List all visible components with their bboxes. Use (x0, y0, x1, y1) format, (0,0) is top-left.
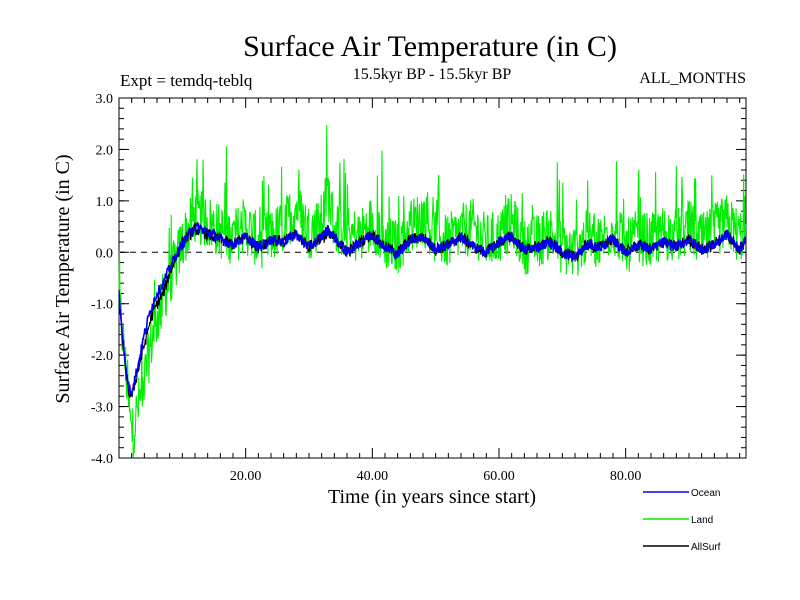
series-line-ocean (118, 221, 747, 396)
series-line-land (118, 125, 747, 458)
legend: Ocean Land AllSurf (643, 488, 721, 553)
x-tick-label: 60.00 (483, 469, 515, 484)
legend-label-ocean: Ocean (691, 488, 720, 499)
y-axis-label: Surface Air Temperature (in C) (52, 154, 74, 403)
legend-label-land: Land (691, 515, 713, 526)
chart-title: Surface Air Temperature (in C) (243, 30, 617, 63)
x-axis-label: Time (in years since start) (328, 486, 536, 508)
x-tick-label: 40.00 (357, 469, 389, 484)
experiment-label: Expt = temdq-teblq (120, 71, 253, 90)
plot-area (118, 97, 747, 459)
tick-labels: 3.0 2.0 1.0 0.0 -1.0 -2.0 -3.0 -4.0 20.00 40.00 60… (91, 92, 642, 484)
y-tick-label: 2.0 (96, 143, 114, 158)
period-label: 15.5kyr BP - 15.5kyr BP (353, 66, 512, 83)
y-tick-label: 0.0 (96, 246, 114, 261)
y-tick-label: -1.0 (91, 298, 113, 313)
axis-ticks (119, 97, 746, 459)
plot-frame (118, 97, 747, 459)
series-layer (118, 125, 747, 458)
y-tick-label: -4.0 (91, 452, 113, 467)
months-label: ALL_MONTHS (639, 70, 746, 87)
legend-label-allsurf: AllSurf (691, 542, 721, 553)
y-tick-label: 3.0 (96, 92, 114, 107)
y-tick-label: -3.0 (91, 401, 113, 416)
y-tick-label: -2.0 (91, 349, 113, 364)
x-tick-label: 20.00 (230, 469, 262, 484)
y-tick-label: 1.0 (96, 195, 114, 210)
x-tick-label: 80.00 (610, 469, 642, 484)
